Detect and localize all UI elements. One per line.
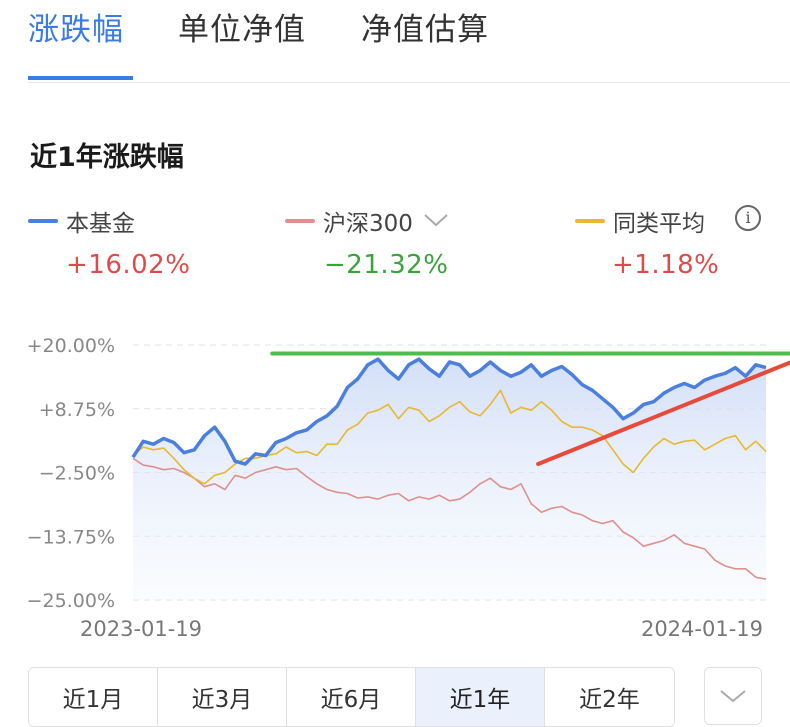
y-tick-label: −25.00% xyxy=(27,590,115,612)
x-tick-label: 2024-01-19 xyxy=(641,617,763,641)
legend-swatch-fund xyxy=(28,219,58,223)
legend-benchmark-selector[interactable]: 沪深300 xyxy=(285,204,449,238)
range-2y-button[interactable]: 近2年 xyxy=(545,668,674,726)
legend-swatch-peer xyxy=(575,219,605,223)
legend-value-benchmark: −21.32% xyxy=(324,250,449,280)
legend-peer-average: 同类平均 xyxy=(575,204,705,238)
tab-unit-nav[interactable]: 单位净值 xyxy=(178,12,306,48)
range-1y-button[interactable]: 近1年 xyxy=(416,668,545,726)
legend-label-fund: 本基金 xyxy=(66,211,135,237)
y-tick-label: −13.75% xyxy=(27,526,115,548)
tab-bar: 涨跌幅 单位净值 净值估算 xyxy=(28,0,790,83)
active-tab-indicator xyxy=(28,76,133,80)
legend-swatch-benchmark xyxy=(285,219,315,223)
legend-value-peer: +1.18% xyxy=(612,250,720,280)
range-1m-button[interactable]: 近1月 xyxy=(29,668,158,726)
more-ranges-button[interactable] xyxy=(704,667,762,725)
annotation-red-trendline xyxy=(536,360,790,466)
range-3m-button[interactable]: 近3月 xyxy=(158,668,287,726)
fund-line xyxy=(131,357,767,466)
range-selector: 近1月 近3月 近6月 近1年 近2年 xyxy=(28,667,675,727)
legend-label-benchmark: 沪深300 xyxy=(323,211,413,237)
legend-label-peer: 同类平均 xyxy=(613,211,705,237)
range-6m-button[interactable]: 近6月 xyxy=(287,668,416,726)
legend-value-fund: +16.02% xyxy=(66,250,191,280)
chevron-down-icon[interactable] xyxy=(423,208,449,234)
x-tick-label: 2023-01-19 xyxy=(80,617,202,641)
y-tick-label: −2.50% xyxy=(39,463,115,485)
section-title: 近1年涨跌幅 xyxy=(30,142,184,173)
tab-nav-estimate[interactable]: 净值估算 xyxy=(361,12,489,48)
info-icon[interactable]: i xyxy=(735,205,761,231)
benchmark-line xyxy=(132,457,767,580)
y-tick-label: +20.00% xyxy=(27,335,115,357)
performance-chart[interactable]: +20.00% +8.75% −2.50% −13.75% −25.00% 2023-01… xyxy=(0,320,790,650)
chevron-down-icon xyxy=(720,690,746,703)
legend-fund: 本基金 xyxy=(28,204,135,238)
fund-area xyxy=(133,359,766,600)
tab-change[interactable]: 涨跌幅 xyxy=(28,12,124,48)
y-tick-label: +8.75% xyxy=(39,399,115,421)
